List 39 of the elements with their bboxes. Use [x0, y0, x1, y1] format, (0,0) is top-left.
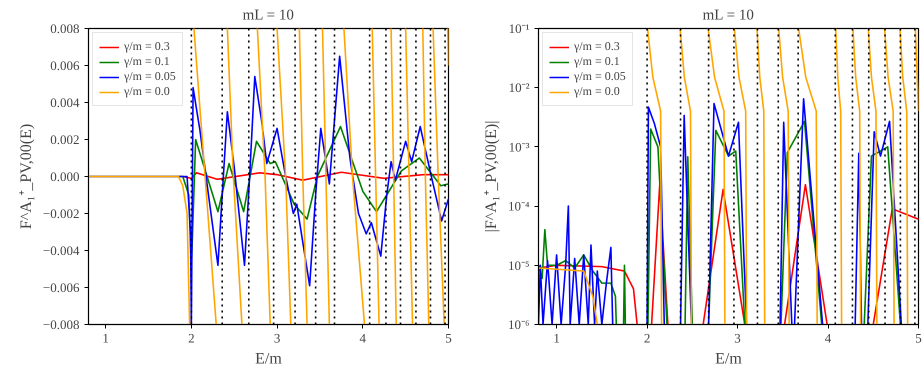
y-tick-label: 10⁻⁶	[508, 317, 530, 332]
y-tick-label: −0.008	[42, 317, 80, 332]
y-tick-label: 0.008	[50, 21, 80, 36]
y-axis-title: |F^A₁⁺_PV,00(E)|	[482, 120, 500, 232]
x-tick-label: 3	[274, 330, 280, 346]
legend-label: γ/m = 0.1	[124, 54, 170, 69]
x-tick-label: 5	[445, 330, 452, 346]
y-tick-label: 0.004	[50, 95, 80, 110]
y-tick-label: 10⁻³	[508, 139, 530, 154]
legend-label: γ/m = 0.3	[124, 39, 170, 54]
y-tick-label: 0.000	[50, 169, 80, 184]
y-tick-label: −0.002	[42, 206, 80, 221]
x-tick-label: 4	[824, 330, 832, 346]
x-tick-label: 2	[644, 330, 650, 346]
x-tick-label: 1	[553, 330, 560, 346]
x-axis-title: E/m	[255, 350, 282, 368]
legend-label: γ/m = 0.0	[124, 84, 170, 99]
y-tick-label: 0.006	[50, 58, 80, 73]
y-tick-label: 10⁻⁵	[508, 258, 530, 273]
legend-label: γ/m = 0.1	[574, 54, 620, 69]
y-tick-label: 10⁻¹	[508, 21, 530, 36]
x-tick-label: 4	[360, 330, 367, 346]
chart-title: mL = 10	[242, 8, 294, 24]
y-tick-label: 10⁻⁴	[508, 198, 530, 214]
y-tick-label: −0.004	[42, 243, 80, 258]
x-axis-title: E/m	[715, 350, 742, 368]
y-tick-label: −0.006	[42, 280, 80, 295]
legend-label: γ/m = 0.05	[574, 69, 626, 84]
x-tick-label: 5	[915, 330, 922, 346]
y-tick-label: 10⁻²	[508, 80, 530, 96]
y-axis-title: F^A₁⁺_PV,00(E)	[18, 124, 35, 230]
chart-title: mL = 10	[702, 8, 754, 24]
x-tick-label: 2	[188, 330, 195, 346]
legend-label: γ/m = 0.3	[574, 39, 620, 54]
y-tick-label: 0.002	[50, 132, 80, 147]
x-tick-label: 1	[102, 330, 109, 346]
legend-label: γ/m = 0.0	[574, 84, 620, 99]
x-tick-label: 3	[734, 330, 741, 346]
legend-label: γ/m = 0.05	[124, 69, 176, 84]
